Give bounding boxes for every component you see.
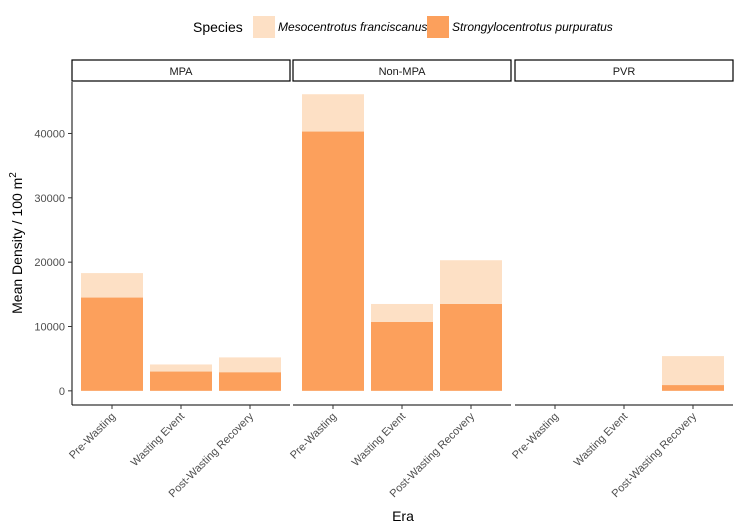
bar-franciscanus xyxy=(371,303,433,322)
x-tick-label: Wasting Event xyxy=(350,411,408,469)
bar-purpuratus xyxy=(662,385,724,391)
x-tick-label: Pre-Wasting xyxy=(510,411,561,462)
bar-purpuratus xyxy=(440,303,502,391)
bar-purpuratus xyxy=(150,371,212,391)
facet-strip-label: Non-MPA xyxy=(379,66,427,78)
x-tick-label: Pre-Wasting xyxy=(67,411,118,462)
legend: Species Mesocentrotus franciscanus Stron… xyxy=(193,16,613,38)
y-axis: 0 10000 20000 30000 40000 xyxy=(34,82,73,405)
y-axis-title-superscript: 2 xyxy=(8,172,19,178)
y-tick-label: 40000 xyxy=(34,128,65,140)
y-tick-label: 0 xyxy=(59,386,65,398)
y-axis-title: Mean Density / 100 m2 xyxy=(8,172,25,314)
bar-franciscanus xyxy=(662,356,724,386)
bar-franciscanus xyxy=(219,357,281,373)
legend-swatch-strongylocentrotus xyxy=(427,16,449,38)
bar-purpuratus xyxy=(371,321,433,391)
bar-purpuratus xyxy=(302,131,364,391)
bar-franciscanus xyxy=(440,260,502,304)
facet-strip-label: MPA xyxy=(169,66,193,78)
legend-label-strongylocentrotus: Strongylocentrotus purpuratus xyxy=(452,20,613,34)
bar-purpuratus xyxy=(81,297,143,391)
y-axis-title-main: Mean Density / 100 m xyxy=(9,178,25,314)
bar-franciscanus xyxy=(81,273,143,298)
legend-title: Species xyxy=(193,19,243,35)
x-axis-title: Era xyxy=(392,508,414,524)
x-tick-label: Wasting Event xyxy=(129,411,187,469)
y-tick-label: 30000 xyxy=(34,193,65,205)
y-tick-label: 20000 xyxy=(34,257,65,269)
bar-purpuratus xyxy=(219,372,281,391)
bar-franciscanus xyxy=(302,94,364,132)
legend-swatch-mesocentrotus xyxy=(253,16,275,38)
facet-strip xyxy=(292,59,512,82)
facet-strip-label: PVR xyxy=(613,66,636,78)
bar-franciscanus xyxy=(150,364,212,372)
facet-strip xyxy=(71,59,291,82)
legend-label-mesocentrotus: Mesocentrotus franciscanus xyxy=(278,20,427,34)
y-tick-label: 10000 xyxy=(34,322,65,334)
x-tick-label: Wasting Event xyxy=(572,411,630,469)
x-tick-label: Pre-Wasting xyxy=(288,411,339,462)
facet-strip xyxy=(514,59,734,82)
